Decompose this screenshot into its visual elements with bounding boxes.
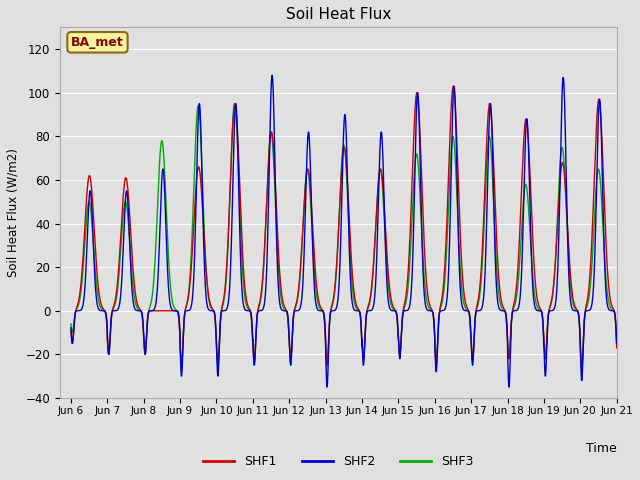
SHF3	[125, 226, 132, 231]
SHF2	[505, 384, 513, 390]
SHF3	[578, 362, 586, 368]
SHF2	[133, 308, 141, 313]
SHF3	[445, 185, 453, 191]
SHF2	[330, 308, 338, 313]
SHF3	[613, 341, 621, 347]
SHF1	[449, 83, 457, 89]
SHF3	[330, 292, 338, 298]
SHF3	[250, 358, 258, 364]
SHF1	[445, 155, 453, 161]
SHF3	[67, 321, 75, 327]
Y-axis label: Soil Heat Flux (W/m2): Soil Heat Flux (W/m2)	[7, 148, 20, 277]
SHF2	[268, 72, 276, 78]
SHF1	[613, 345, 621, 351]
SHF3	[231, 101, 239, 107]
SHF2	[67, 325, 75, 331]
SHF2	[613, 340, 621, 346]
SHF1	[67, 328, 75, 334]
SHF2	[445, 249, 453, 254]
Legend: SHF1, SHF2, SHF3: SHF1, SHF2, SHF3	[198, 450, 479, 473]
SHF1	[125, 198, 132, 204]
SHF3	[133, 304, 141, 310]
SHF1	[330, 290, 338, 296]
Line: SHF1: SHF1	[71, 86, 617, 369]
Title: Soil Heat Flux: Soil Heat Flux	[285, 7, 391, 22]
SHF2	[125, 217, 132, 223]
SHF1	[250, 360, 258, 365]
Line: SHF2: SHF2	[71, 75, 617, 387]
SHF1	[578, 366, 586, 372]
SHF1	[133, 299, 141, 304]
SHF3	[489, 182, 497, 188]
Text: Time: Time	[586, 443, 617, 456]
Text: BA_met: BA_met	[71, 36, 124, 49]
SHF1	[489, 143, 497, 148]
SHF2	[489, 162, 497, 168]
Line: SHF3: SHF3	[71, 104, 617, 365]
SHF2	[250, 362, 258, 368]
